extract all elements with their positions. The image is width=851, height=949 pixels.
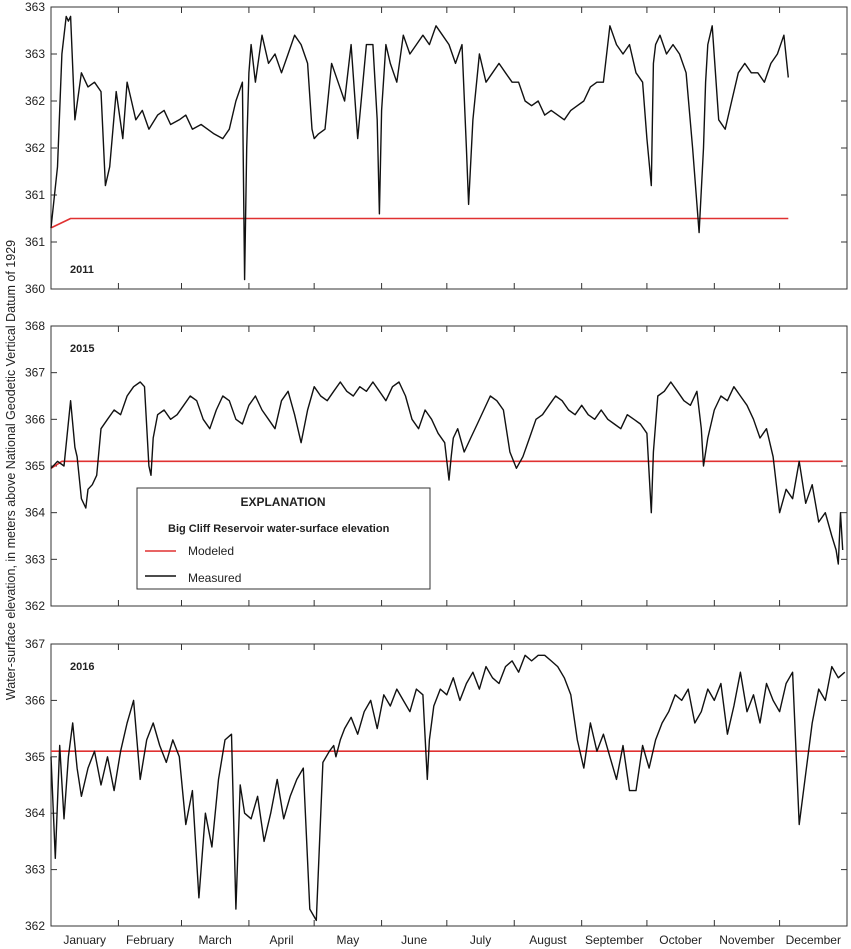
year-label: 2015 xyxy=(70,343,94,355)
month-label: May xyxy=(337,933,360,947)
month-label: July xyxy=(470,933,491,947)
y-tick-label: 365 xyxy=(25,459,45,473)
legend-title: EXPLANATION xyxy=(240,495,325,509)
month-label: October xyxy=(659,933,702,947)
series-modeled-line xyxy=(50,460,843,469)
month-label: November xyxy=(719,933,774,947)
year-label: 2011 xyxy=(70,264,94,276)
series-lines xyxy=(50,15,789,281)
y-tick-label: 367 xyxy=(25,637,45,651)
y-tick-label: 362 xyxy=(25,599,45,613)
y-tick-label: 368 xyxy=(25,319,45,333)
month-label: June xyxy=(401,933,427,947)
series-lines xyxy=(50,381,844,565)
y-tick-label: 363 xyxy=(25,0,45,14)
series-modeled-line xyxy=(50,217,789,229)
x-ticks xyxy=(50,644,848,926)
panel-frame xyxy=(50,6,848,290)
y-ticks: 362 363 364 365 366 367 368 xyxy=(25,319,847,613)
series-lines xyxy=(50,654,846,922)
legend: EXPLANATION Big Cliff Reservoir water-su… xyxy=(136,487,431,590)
legend-subtitle: Big Cliff Reservoir water-surface elevat… xyxy=(168,523,390,535)
y-tick-label: 367 xyxy=(25,366,45,380)
y-tick-label: 360 xyxy=(25,282,45,296)
y-ticks: 362 363 364 365 366 367 xyxy=(25,637,847,933)
month-label: March xyxy=(199,933,232,947)
y-tick-label: 366 xyxy=(25,412,45,426)
legend-item-modeled: Modeled xyxy=(188,544,234,558)
x-ticks xyxy=(50,326,848,606)
y-tick-label: 362 xyxy=(25,919,45,933)
legend-box xyxy=(136,487,431,590)
panel-2011: 360 361 361 362 362 363 363 2011 xyxy=(25,0,848,296)
y-tick-label: 363 xyxy=(25,863,45,877)
panel-frame xyxy=(50,643,848,927)
month-label: April xyxy=(270,933,294,947)
y-tick-label: 363 xyxy=(25,552,45,566)
y-tick-label: 366 xyxy=(25,693,45,707)
y-tick-label: 362 xyxy=(25,94,45,108)
y-tick-label: 361 xyxy=(25,235,45,249)
panel-2016: 362 363 364 365 366 367 2016 xyxy=(25,637,848,933)
series-measured-line xyxy=(50,381,844,565)
series-measured-line xyxy=(50,15,789,281)
y-tick-label: 363 xyxy=(25,47,45,61)
month-label: September xyxy=(585,933,644,947)
y-tick-label: 364 xyxy=(25,506,45,520)
month-label: December xyxy=(786,933,841,947)
x-ticks xyxy=(50,7,848,289)
y-tick-label: 361 xyxy=(25,188,45,202)
y-ticks: 360 361 361 362 362 363 363 xyxy=(25,0,847,296)
y-axis-label: Water-surface elevation, in meters above… xyxy=(4,240,18,700)
month-label: February xyxy=(126,933,174,947)
y-tick-label: 364 xyxy=(25,806,45,820)
month-labels: January February March April May June July Augu… xyxy=(63,933,841,947)
month-label: January xyxy=(63,933,106,947)
year-label: 2016 xyxy=(70,661,94,673)
y-tick-label: 365 xyxy=(25,750,45,764)
panel-2015: 362 363 364 365 366 367 368 2015 xyxy=(25,319,848,613)
y-tick-label: 362 xyxy=(25,141,45,155)
month-label: August xyxy=(529,933,567,947)
legend-item-measured: Measured xyxy=(188,571,241,585)
series-measured-line xyxy=(50,654,846,922)
